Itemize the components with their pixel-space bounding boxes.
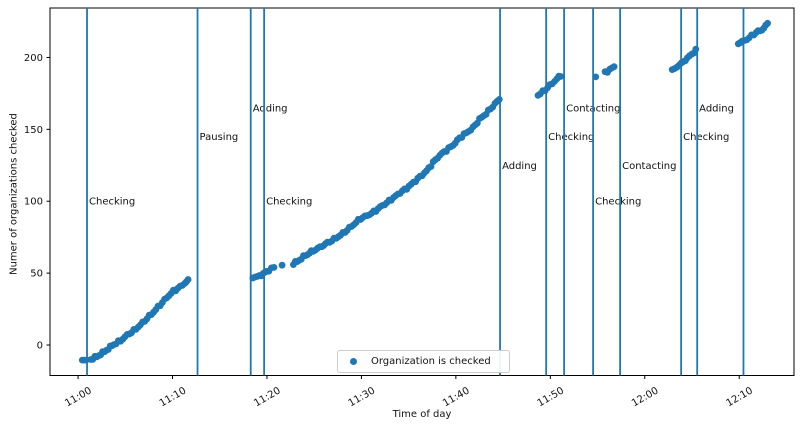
data-point (610, 63, 618, 71)
legend-label: Organization is checked (371, 356, 491, 367)
x-tick-label: 12:00 (630, 385, 660, 409)
data-point (278, 261, 286, 269)
x-tick-label: 11:20 (252, 385, 282, 409)
x-axis-label: Time of day (392, 409, 452, 420)
event-label: Adding (253, 103, 288, 114)
x-tick-label: 11:10 (158, 385, 188, 409)
y-tick-label: 200 (24, 53, 43, 64)
x-tick-label: 11:50 (536, 385, 566, 409)
x-tick-label: 11:00 (63, 385, 93, 409)
event-label: Checking (548, 132, 594, 143)
data-points (78, 19, 771, 364)
data-point (495, 96, 503, 103)
data-point (592, 73, 600, 81)
x-tick-label: 11:30 (347, 385, 377, 409)
data-point (557, 73, 565, 80)
event-label: Checking (595, 197, 641, 208)
data-point (764, 19, 771, 27)
data-point (270, 264, 278, 271)
legend: Organization is checked (337, 350, 510, 373)
legend-marker-icon (350, 358, 357, 365)
data-point (692, 45, 700, 53)
event-label: Adding (502, 161, 537, 172)
y-tick-label: 100 (24, 197, 43, 208)
y-tick-label: 0 (37, 341, 43, 352)
event-label: Pausing (200, 132, 239, 143)
plot-border (49, 7, 795, 376)
event-label: Checking (89, 197, 135, 208)
x-tick-label: 12:10 (724, 385, 754, 409)
data-point (184, 276, 192, 283)
x-tick-label: 11:40 (441, 385, 471, 409)
y-axis-label: Numer of organizations checked (8, 113, 20, 275)
event-label: Checking (683, 132, 729, 143)
x-axis: 11:00 11:10 11:20 11:30 11:40 11:50 12:00 12:10 (63, 375, 755, 409)
y-axis: 0 50 100 150 200 (24, 53, 50, 352)
event-label: Contacting (622, 161, 676, 172)
y-tick-label: 150 (24, 125, 43, 136)
event-label: Adding (699, 103, 734, 114)
y-tick-label: 50 (30, 269, 43, 280)
event-lines: Checking Pausing Adding Checking Adding Check… (86, 8, 745, 376)
event-label: Checking (266, 197, 312, 208)
